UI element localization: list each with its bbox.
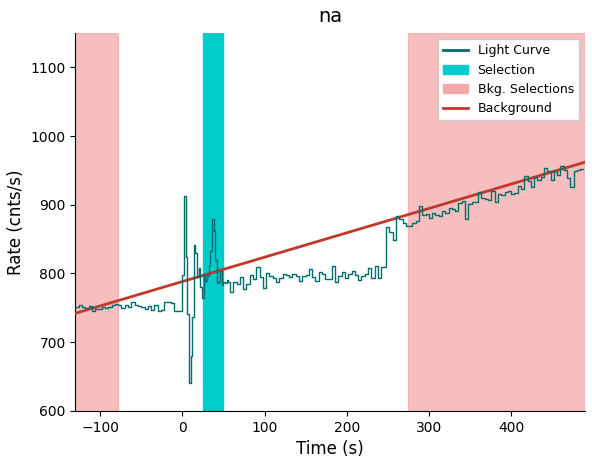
X-axis label: Time (s): Time (s) [297,440,364,458]
Legend: Light Curve, Selection, Bkg. Selections, Background: Light Curve, Selection, Bkg. Selections,… [437,40,579,120]
Bar [203,33,223,411]
Bar [408,33,585,411]
Bar [75,33,118,411]
Y-axis label: Rate (cnts/s): Rate (cnts/s) [7,169,25,275]
Title: na: na [318,7,342,26]
